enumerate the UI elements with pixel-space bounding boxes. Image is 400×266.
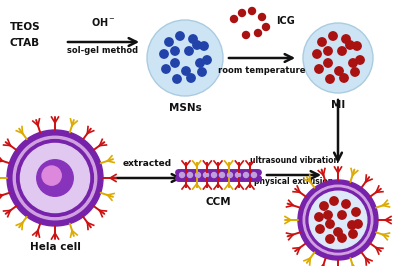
Circle shape [342, 35, 350, 43]
Circle shape [340, 74, 348, 82]
Text: sol-gel method: sol-gel method [68, 46, 138, 55]
Circle shape [182, 67, 190, 75]
Circle shape [315, 65, 323, 73]
Circle shape [203, 56, 211, 64]
Circle shape [37, 160, 73, 196]
Circle shape [326, 220, 334, 228]
Circle shape [189, 35, 197, 43]
Circle shape [306, 188, 370, 252]
Circle shape [180, 172, 184, 177]
Circle shape [196, 59, 204, 67]
Circle shape [162, 65, 170, 73]
Circle shape [7, 130, 103, 226]
Text: Hela cell: Hela cell [30, 242, 80, 252]
Circle shape [324, 211, 332, 219]
Circle shape [200, 42, 208, 50]
Circle shape [196, 172, 200, 177]
Circle shape [242, 31, 250, 39]
Text: extracted: extracted [122, 159, 172, 168]
Circle shape [316, 225, 324, 233]
Circle shape [326, 235, 334, 243]
Circle shape [244, 172, 248, 177]
Circle shape [42, 166, 61, 185]
Circle shape [346, 41, 354, 49]
Circle shape [212, 172, 216, 177]
Circle shape [165, 38, 173, 46]
Circle shape [188, 172, 192, 177]
Circle shape [324, 47, 332, 55]
Circle shape [160, 50, 168, 58]
Text: MSNs: MSNs [169, 103, 201, 113]
Circle shape [236, 172, 240, 177]
Circle shape [348, 221, 356, 229]
Circle shape [204, 172, 208, 177]
Circle shape [352, 208, 360, 216]
Circle shape [230, 15, 238, 23]
Circle shape [16, 140, 94, 217]
Circle shape [298, 180, 378, 260]
Text: ICG: ICG [276, 16, 295, 26]
Circle shape [185, 47, 193, 55]
Circle shape [254, 30, 262, 36]
Circle shape [330, 197, 338, 205]
Circle shape [262, 23, 270, 31]
Circle shape [349, 59, 357, 67]
Circle shape [13, 136, 97, 220]
Text: room temperature: room temperature [218, 66, 306, 75]
Circle shape [324, 59, 332, 67]
Circle shape [147, 20, 223, 96]
Circle shape [313, 50, 321, 58]
Circle shape [338, 211, 346, 219]
Circle shape [238, 10, 246, 16]
Circle shape [320, 202, 328, 210]
Circle shape [353, 42, 361, 50]
Circle shape [252, 172, 256, 177]
Text: CTAB: CTAB [10, 38, 40, 48]
Text: ultrasound vibration: ultrasound vibration [250, 156, 338, 165]
Text: OH$^-$: OH$^-$ [90, 16, 116, 28]
Circle shape [248, 7, 256, 15]
Circle shape [193, 41, 201, 49]
Circle shape [329, 32, 337, 40]
Circle shape [309, 191, 367, 249]
Circle shape [335, 67, 343, 75]
Circle shape [349, 230, 357, 238]
Circle shape [173, 75, 181, 83]
Circle shape [187, 74, 195, 82]
Circle shape [171, 59, 179, 67]
Circle shape [356, 56, 364, 64]
Circle shape [228, 172, 232, 177]
Circle shape [315, 213, 323, 221]
Text: CCM: CCM [205, 197, 231, 207]
Circle shape [176, 32, 184, 40]
Circle shape [20, 143, 90, 213]
Circle shape [220, 172, 224, 177]
Circle shape [198, 68, 206, 76]
Circle shape [351, 68, 359, 76]
Circle shape [326, 75, 334, 83]
Circle shape [354, 220, 362, 228]
Circle shape [334, 228, 342, 236]
Circle shape [258, 14, 266, 20]
Circle shape [338, 234, 346, 242]
Circle shape [303, 185, 373, 255]
Circle shape [171, 47, 179, 55]
Text: physical extrusion: physical extrusion [254, 177, 334, 186]
Circle shape [303, 23, 373, 93]
Text: MI: MI [331, 100, 345, 110]
Circle shape [338, 47, 346, 55]
Text: TEOS: TEOS [10, 22, 41, 32]
Circle shape [342, 200, 350, 208]
Circle shape [318, 38, 326, 46]
